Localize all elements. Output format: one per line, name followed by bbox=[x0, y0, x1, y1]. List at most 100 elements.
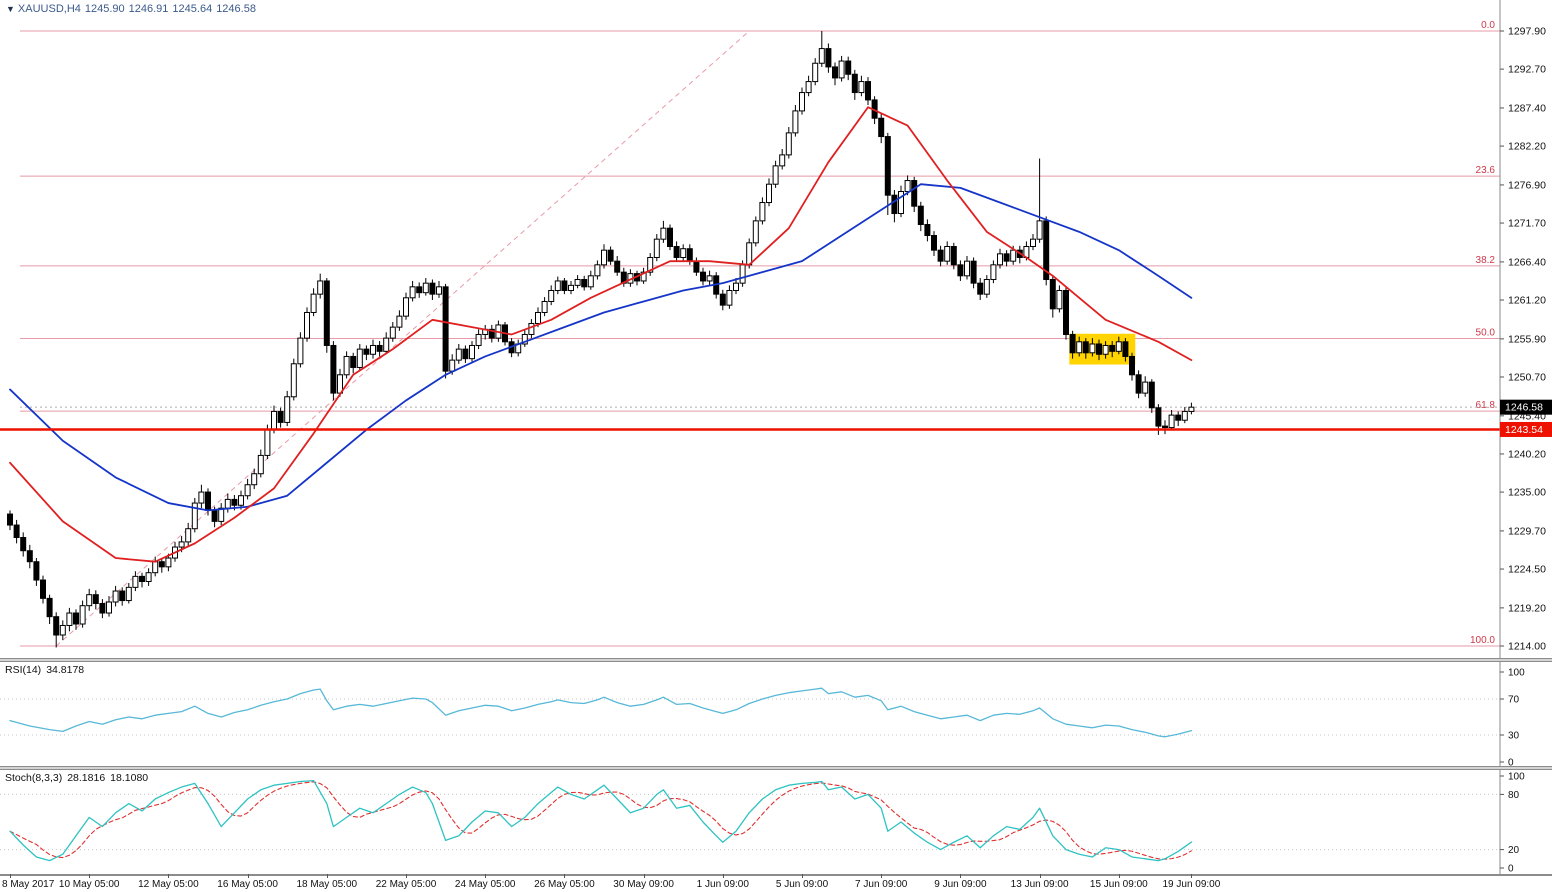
candle bbox=[119, 590, 126, 602]
time-tick bbox=[1191, 874, 1193, 878]
candle bbox=[304, 311, 310, 339]
candle bbox=[462, 348, 469, 360]
time-axis-label: 7 Jun 09:00 bbox=[855, 879, 908, 890]
time-axis-label: 16 May 05:00 bbox=[217, 879, 278, 890]
candle bbox=[884, 136, 891, 196]
price-axis-label: 1214.00 bbox=[1508, 641, 1546, 653]
rsi-axis-label: 70 bbox=[1508, 695, 1520, 706]
time-axis-label: 15 Jun 09:00 bbox=[1089, 879, 1148, 890]
candle bbox=[264, 429, 271, 456]
blue-moving-average bbox=[9, 183, 1193, 512]
candle bbox=[165, 557, 172, 568]
stoch-axis-label: 20 bbox=[1508, 845, 1520, 856]
panel-separator bbox=[0, 874, 1552, 876]
stoch-name: Stoch(8,3,3) bbox=[5, 772, 63, 784]
candle bbox=[719, 293, 726, 306]
candle bbox=[112, 590, 119, 603]
price-axis-label: 1292.70 bbox=[1508, 64, 1546, 76]
stoch-k-value: 28.1816 bbox=[67, 772, 106, 784]
candle bbox=[396, 315, 403, 328]
candle bbox=[1109, 344, 1116, 352]
main-chart-surface[interactable]: 0.0 23.6 38.2 50.0 61.8 100.0 1297.90 1292.70 12… bbox=[0, 0, 1552, 658]
candle bbox=[766, 183, 772, 204]
stoch-axis-label: 0 bbox=[1508, 864, 1514, 875]
time-tick bbox=[485, 874, 487, 878]
candle bbox=[574, 278, 581, 286]
candle bbox=[79, 605, 86, 625]
fib-label: 61.8 bbox=[1476, 400, 1496, 411]
candle bbox=[198, 491, 205, 504]
triangle-down-icon: ▼ bbox=[6, 4, 15, 14]
candle bbox=[865, 81, 871, 101]
candle bbox=[1122, 341, 1129, 357]
candle bbox=[1036, 220, 1043, 240]
candle bbox=[528, 322, 535, 335]
candle bbox=[185, 528, 192, 543]
candle bbox=[1155, 407, 1162, 427]
candle bbox=[878, 117, 885, 138]
candle bbox=[1135, 374, 1142, 394]
time-tick bbox=[643, 874, 645, 878]
candle bbox=[917, 205, 924, 226]
candle bbox=[442, 286, 449, 372]
candle bbox=[1043, 220, 1050, 280]
price-axis-label: 1271.70 bbox=[1508, 218, 1546, 230]
candle bbox=[1063, 289, 1069, 335]
candle bbox=[812, 62, 819, 83]
ohlc-high: 1246.91 bbox=[128, 3, 169, 15]
candle bbox=[521, 333, 528, 345]
candle bbox=[950, 246, 957, 266]
panel-separator[interactable] bbox=[0, 766, 1552, 770]
price-axis-label: 1261.20 bbox=[1508, 295, 1546, 307]
fib-label: 100.0 bbox=[1470, 635, 1495, 646]
candle bbox=[1010, 249, 1017, 262]
time-tick bbox=[881, 874, 883, 878]
candle bbox=[1030, 238, 1036, 248]
candle bbox=[1175, 414, 1182, 421]
candle bbox=[455, 348, 462, 361]
candle bbox=[218, 507, 225, 522]
candle bbox=[449, 359, 456, 372]
trendline[interactable] bbox=[55, 30, 750, 647]
candle bbox=[977, 282, 984, 295]
time-axis[interactable]: 8 May 2017 10 May 05:00 12 May 05:00 16 May… bbox=[0, 874, 1552, 892]
candle bbox=[832, 66, 838, 79]
candle bbox=[805, 81, 812, 94]
time-tick bbox=[802, 874, 803, 878]
price-axis-label: 1287.40 bbox=[1508, 102, 1546, 114]
price-axis-label: 1240.20 bbox=[1508, 448, 1546, 460]
rsi-panel-surface[interactable]: 100 70 30 0 bbox=[0, 662, 1552, 766]
time-tick bbox=[722, 874, 724, 878]
panel-separator[interactable] bbox=[0, 658, 1552, 662]
candle bbox=[997, 253, 1003, 266]
stoch-d-line bbox=[9, 781, 1192, 860]
candle bbox=[746, 242, 753, 266]
candle bbox=[1102, 344, 1109, 355]
candle bbox=[191, 502, 198, 530]
candle bbox=[59, 624, 66, 636]
time-axis-label: 12 May 05:00 bbox=[138, 879, 199, 890]
candle bbox=[686, 248, 693, 262]
candle bbox=[587, 275, 594, 288]
candle bbox=[541, 300, 548, 313]
candle bbox=[205, 491, 211, 511]
candle bbox=[257, 454, 264, 475]
candle bbox=[13, 524, 20, 539]
time-tick bbox=[960, 874, 962, 878]
price-axis-label: 1266.40 bbox=[1508, 256, 1546, 268]
time-tick bbox=[564, 874, 566, 878]
stoch-panel-surface[interactable]: 100 80 20 0 bbox=[0, 770, 1552, 874]
candle bbox=[125, 586, 132, 602]
rsi-axis-label: 0 bbox=[1508, 758, 1514, 767]
fib-label: 50.0 bbox=[1476, 328, 1496, 339]
candle bbox=[1168, 414, 1175, 429]
stoch-indicator-label: Stoch(8,3,3) 28.1816 18.1080 bbox=[5, 772, 153, 784]
time-tick bbox=[247, 874, 249, 878]
candle bbox=[1076, 341, 1083, 354]
candle bbox=[376, 344, 383, 352]
candle bbox=[290, 363, 297, 398]
price-axis-label: 1219.20 bbox=[1508, 602, 1546, 614]
candle bbox=[535, 311, 541, 324]
candle bbox=[86, 594, 93, 607]
time-tick bbox=[10, 874, 11, 878]
